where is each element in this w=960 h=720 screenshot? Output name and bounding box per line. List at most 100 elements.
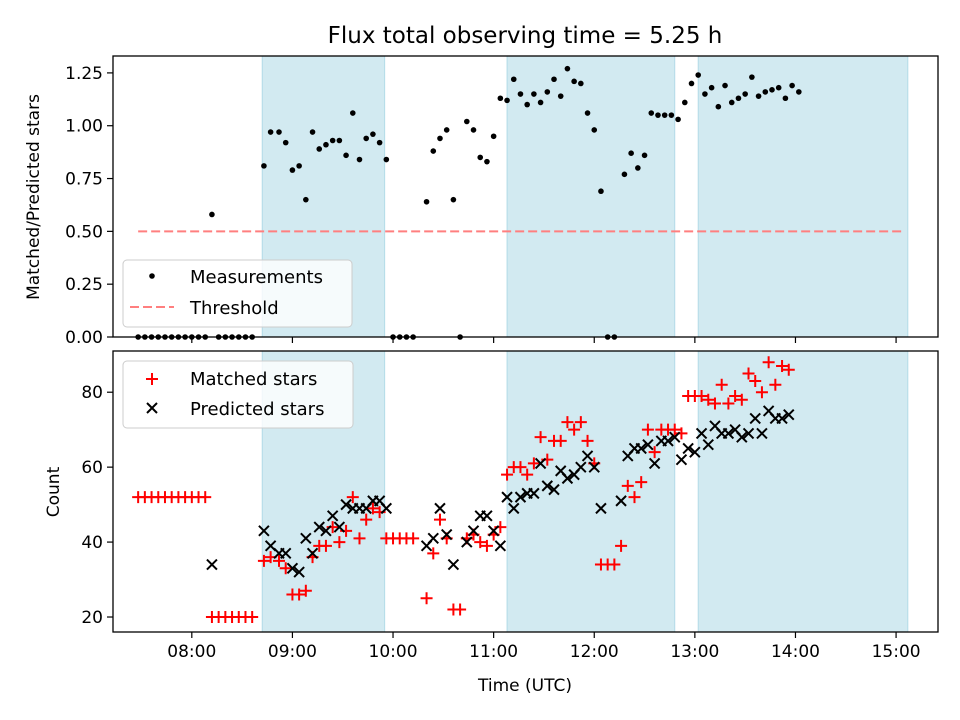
matched-star-point [755, 386, 768, 399]
measurement-point [775, 84, 782, 91]
y-axis-label-bottom: Count [44, 466, 64, 517]
matched-star-point [729, 389, 742, 402]
predicted-star-point [635, 442, 647, 455]
measurement-point [282, 139, 289, 146]
measurement-point [621, 171, 628, 178]
measurement-point [728, 99, 735, 106]
matched-star-point [199, 491, 212, 504]
matched-star-point [628, 491, 641, 504]
measurement-point [261, 163, 267, 169]
x-tick-label: 11:00 [469, 642, 518, 662]
measurement-point [641, 152, 648, 159]
measurement-point [695, 72, 702, 78]
matched-star-point [273, 554, 286, 567]
measurement-point [544, 89, 551, 95]
measurement-point [510, 76, 517, 83]
predicted-star-point [595, 502, 607, 515]
measurement-point [470, 127, 477, 133]
measurement-point [356, 156, 363, 163]
measurement-point [722, 82, 728, 89]
measurement-point [675, 116, 681, 123]
matched-star-point [480, 539, 493, 552]
matched-star-point [427, 547, 440, 560]
matched-star-point [366, 502, 379, 515]
legend-predicted-label: Predicted stars [190, 399, 324, 420]
y-tick-label: 0.50 [65, 222, 103, 242]
measurement-point [363, 135, 370, 142]
measurement-point [323, 141, 329, 148]
x-tick-label: 09:00 [268, 642, 317, 662]
y-tick-label: 80 [81, 383, 103, 403]
y-tick-label: 0.00 [65, 328, 103, 348]
measurement-point [551, 76, 557, 83]
predicted-star-point [722, 427, 735, 440]
measurement-point [749, 74, 755, 80]
measurement-point [648, 110, 655, 116]
measurement-point [276, 129, 282, 135]
predicted-star-point [280, 547, 292, 560]
measurement-point [708, 84, 715, 91]
matched-star-point [782, 363, 795, 376]
matched-star-point [749, 374, 762, 387]
legend-top: Measurements Threshold [122, 259, 353, 328]
matched-star-point [776, 359, 789, 372]
legend-frame-bottom [122, 360, 354, 429]
matched-star-point [246, 611, 259, 624]
axes-frame-top [112, 55, 939, 338]
predicted-star-point [293, 566, 305, 578]
measurement-point [635, 165, 641, 171]
measurement-point [688, 80, 695, 87]
matched-star-point [454, 603, 467, 616]
matched-star-point [407, 532, 420, 545]
matched-star-point [474, 536, 487, 549]
predicted-star-point [206, 558, 218, 571]
y-axis-ticks-bottom: 20 40 60 80 [81, 383, 113, 628]
legend-matched-label: Matched stars [190, 369, 317, 390]
predicted-star-point [508, 502, 520, 515]
measurement-point [578, 80, 584, 87]
measurement-point [531, 91, 537, 97]
measurement-point [537, 99, 544, 106]
predicted-star-point [588, 461, 600, 473]
predicted-star-point [380, 502, 393, 515]
predicted-star-point [306, 547, 319, 560]
measurement-point [490, 133, 497, 140]
x-tick-label: 13:00 [670, 642, 719, 662]
predicted-star-point [440, 528, 453, 541]
x-axis-ticks-bottom: 08:00 09:00 10:00 11:00 12:00 13:00 14:00 15:00 [167, 632, 921, 662]
predicted-star-point [581, 450, 594, 462]
measurement-point [443, 127, 450, 133]
measurement-point [376, 139, 383, 146]
legend-measurements-label: Measurements [190, 267, 323, 288]
matched-star-point [608, 558, 621, 571]
predicted-star-point [695, 427, 708, 440]
measurement-point [655, 112, 661, 118]
matched-star-point [735, 393, 748, 406]
measurement-point [296, 163, 302, 169]
y-tick-label: 40 [81, 533, 103, 553]
measurement-point [661, 112, 668, 118]
predicted-star-point [467, 525, 480, 537]
legend-measurements-marker [149, 273, 155, 279]
predicted-star-point [447, 558, 460, 571]
matched-star-point [762, 356, 775, 369]
matched-star-point [635, 476, 648, 489]
matched-star-point [293, 588, 306, 601]
x-tick-label: 08:00 [167, 642, 216, 662]
matched-star-point [648, 446, 661, 459]
predicted-star-point [320, 525, 332, 537]
measurement-point [702, 91, 708, 97]
matched-star-point [722, 397, 735, 410]
predicted-star-point [783, 408, 795, 421]
matched-star-point [521, 468, 534, 481]
matched-star-point [554, 434, 567, 447]
measurement-point [668, 112, 675, 118]
predicted-star-point [662, 435, 674, 447]
measurement-point [343, 152, 349, 159]
predicted-star-point [702, 438, 714, 451]
measurement-point [349, 110, 356, 116]
measurement-point [681, 99, 688, 106]
matched-star-point [708, 397, 721, 410]
measurement-point [557, 93, 564, 99]
observing-interval-top-3 [697, 55, 909, 338]
